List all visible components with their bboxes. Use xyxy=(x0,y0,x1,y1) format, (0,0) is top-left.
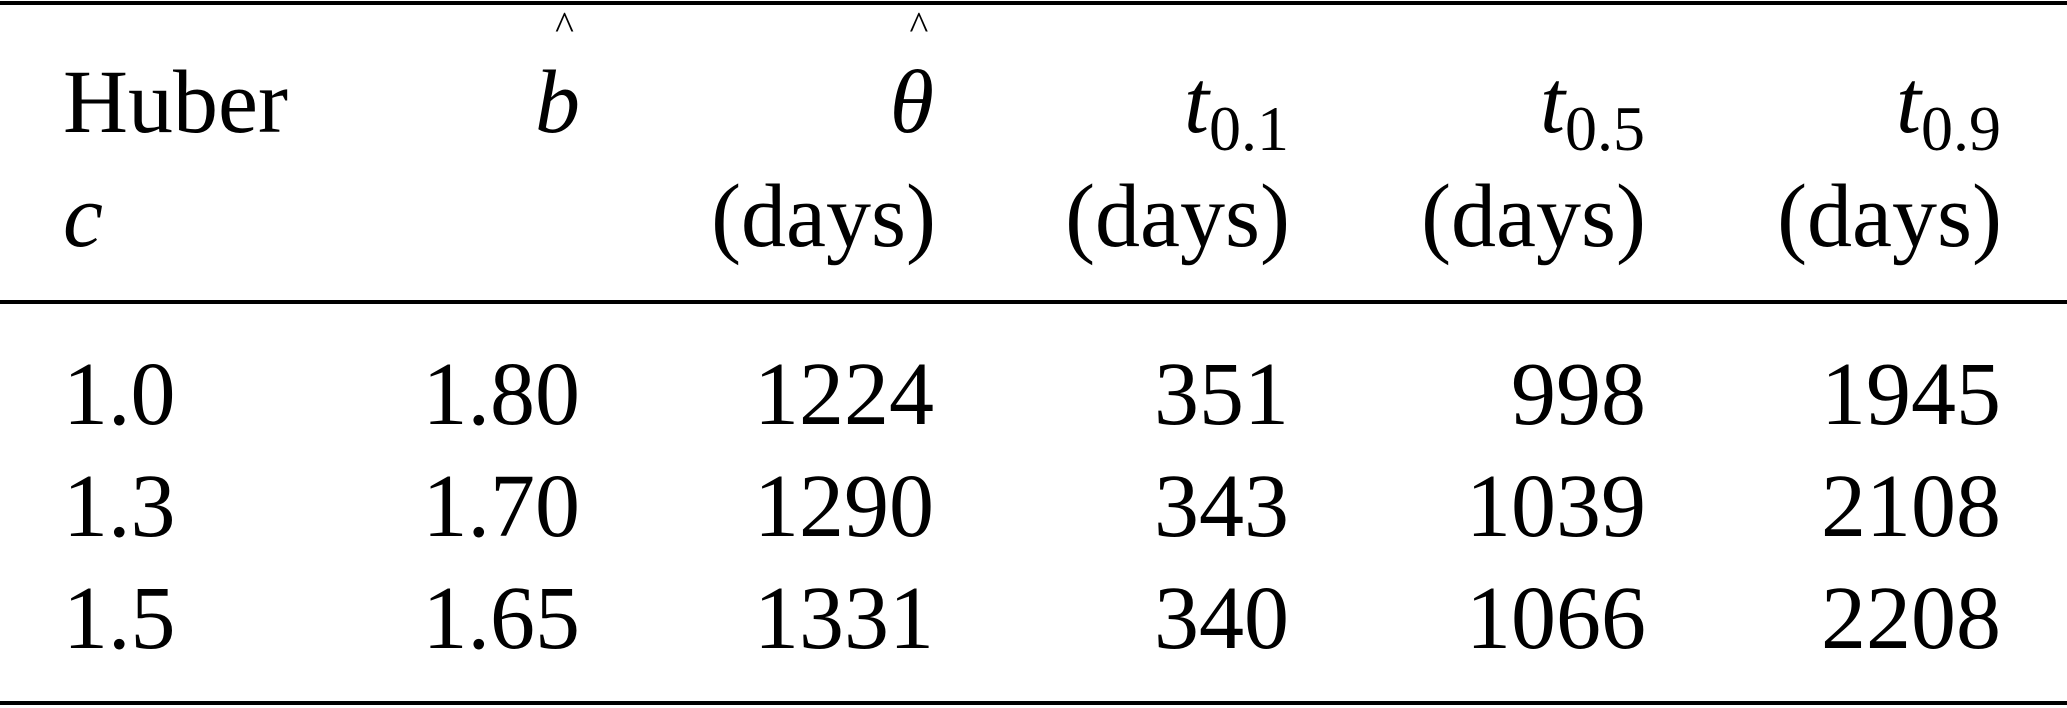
table-cell: 1066 xyxy=(1466,569,1646,668)
header-unit: (days) xyxy=(1777,167,2002,266)
table-cell: 1.3 xyxy=(63,457,176,556)
table-cell: 340 xyxy=(1154,569,1289,668)
table-cell: 1039 xyxy=(1466,457,1646,556)
header-unit: (days) xyxy=(1065,167,1290,266)
table-cell: 1.0 xyxy=(63,345,176,444)
header-huber: Huber xyxy=(63,53,288,152)
header-theta-hat: ^ θ xyxy=(890,6,934,148)
symbol-t: t xyxy=(1539,53,1565,152)
bottom-rule xyxy=(0,701,2067,705)
table-cell: 2108 xyxy=(1821,457,2001,556)
table-cell: 1290 xyxy=(754,457,934,556)
symbol-b: b xyxy=(535,53,580,152)
table-cell: 1.70 xyxy=(422,457,581,556)
hat-accent: ^ xyxy=(555,3,574,48)
table-cell: 2208 xyxy=(1821,569,2001,668)
hat-accent: ^ xyxy=(909,3,929,48)
symbol-t: t xyxy=(1183,53,1209,152)
header-unit: (days) xyxy=(1421,167,1646,266)
top-rule xyxy=(0,1,2067,5)
table-cell: 1.5 xyxy=(63,569,176,668)
table-cell: 351 xyxy=(1154,345,1289,444)
subscript: 0.1 xyxy=(1209,93,1289,164)
table-cell: 1.65 xyxy=(422,569,581,668)
symbol-t: t xyxy=(1895,53,1921,152)
table-cell: 1331 xyxy=(754,569,934,668)
table-cell: 998 xyxy=(1511,345,1646,444)
header-c: c xyxy=(63,167,103,266)
table-cell: 1.80 xyxy=(422,345,581,444)
table-cell: 1945 xyxy=(1821,345,2001,444)
mid-rule xyxy=(0,300,2067,304)
header-t05: t0.5 xyxy=(1540,58,1645,161)
header-b-hat: ^ b xyxy=(535,6,580,148)
symbol-theta: θ xyxy=(889,53,934,152)
table-cell: 1224 xyxy=(754,345,934,444)
subscript: 0.9 xyxy=(1921,93,2001,164)
header-t09: t0.9 xyxy=(1896,58,2001,161)
header-unit: (days) xyxy=(711,167,936,266)
table-cell: 343 xyxy=(1154,457,1289,556)
header-t01: t0.1 xyxy=(1184,58,1289,161)
subscript: 0.5 xyxy=(1565,93,1645,164)
